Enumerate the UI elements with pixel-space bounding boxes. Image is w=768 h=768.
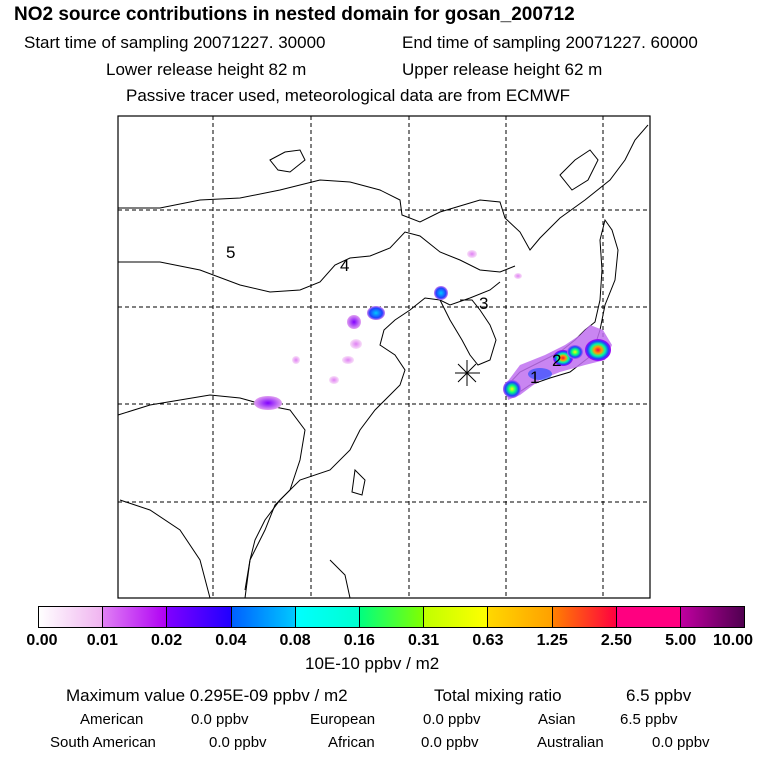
south-american-value: 0.0 ppbv	[209, 734, 267, 751]
map-panel: 5 4 3 2 1	[117, 115, 651, 599]
colorbar-segment	[680, 607, 745, 627]
asterisk-star-icon	[455, 360, 480, 386]
european-label: European	[310, 711, 376, 728]
coastlines-borders	[117, 124, 649, 599]
figure-title: NO2 source contributions in nested domai…	[14, 4, 575, 25]
colorbar-segment	[552, 607, 617, 627]
total-mixing-label: Total mixing ratio	[434, 686, 562, 705]
max-value: Maximum value 0.295E-09 ppbv / m2	[66, 686, 348, 705]
colorbar-tick-label: 5.00	[665, 632, 697, 649]
colorbar-segment	[39, 607, 104, 627]
grid-lines	[118, 116, 650, 598]
total-mixing-value: 6.5 ppbv	[626, 686, 692, 705]
colorbar-segment	[424, 607, 489, 627]
colorbar-segment	[231, 607, 296, 627]
colorbar-segment	[488, 607, 553, 627]
region-label-5: 5	[226, 243, 235, 262]
upper-release-height: Upper release height 62 m	[402, 60, 603, 79]
asian-label: Asian	[538, 711, 576, 728]
colorbar	[38, 606, 745, 628]
lower-release-height: Lower release height 82 m	[106, 60, 307, 79]
colorbar-tick-label: 10.00	[712, 632, 754, 649]
region-label-3: 3	[479, 294, 488, 313]
colorbar-tick-label: 0.01	[86, 632, 118, 649]
colorbar-tick-label: 0.31	[408, 632, 440, 649]
colorbar-segment	[359, 607, 425, 627]
colorbar-tick-label: 1.25	[536, 632, 568, 649]
australian-label: Australian	[537, 734, 604, 751]
colorbar-tick-label: 0.00	[26, 632, 58, 649]
colorbar-tick-label: 2.50	[600, 632, 633, 649]
colorbar-segment	[295, 607, 360, 627]
australian-value: 0.0 ppbv	[652, 734, 710, 751]
start-time: Start time of sampling 20071227. 30000	[24, 33, 326, 52]
european-value: 0.0 ppbv	[423, 711, 481, 728]
colorbar-tick-label: 0.16	[343, 632, 375, 649]
colorbar-segment	[616, 607, 681, 627]
colorbar-segment	[167, 607, 232, 627]
colorbar-tick-label: 0.63	[472, 632, 504, 649]
american-value: 0.0 ppbv	[191, 711, 249, 728]
asian-value: 6.5 ppbv	[620, 711, 678, 728]
colorbar-tick-label: 0.08	[279, 632, 311, 649]
african-value: 0.0 ppbv	[421, 734, 479, 751]
region-label-2: 2	[552, 351, 561, 370]
colorbar-unit: 10E-10 ppbv / m2	[305, 654, 440, 673]
end-time: End time of sampling 20071227. 60000	[402, 33, 698, 52]
region-label-1: 1	[530, 368, 539, 387]
american-label: American	[80, 711, 144, 728]
colorbar-segment	[103, 607, 168, 627]
colorbar-tick-label: 0.02	[150, 632, 183, 649]
african-label: African	[328, 734, 375, 751]
south-american-label: South American	[50, 734, 156, 751]
colorbar-tick-label: 0.04	[215, 632, 247, 649]
region-label-4: 4	[340, 256, 349, 275]
concentration-plume	[254, 250, 612, 410]
tracer-note: Passive tracer used, meteorological data…	[126, 86, 571, 105]
